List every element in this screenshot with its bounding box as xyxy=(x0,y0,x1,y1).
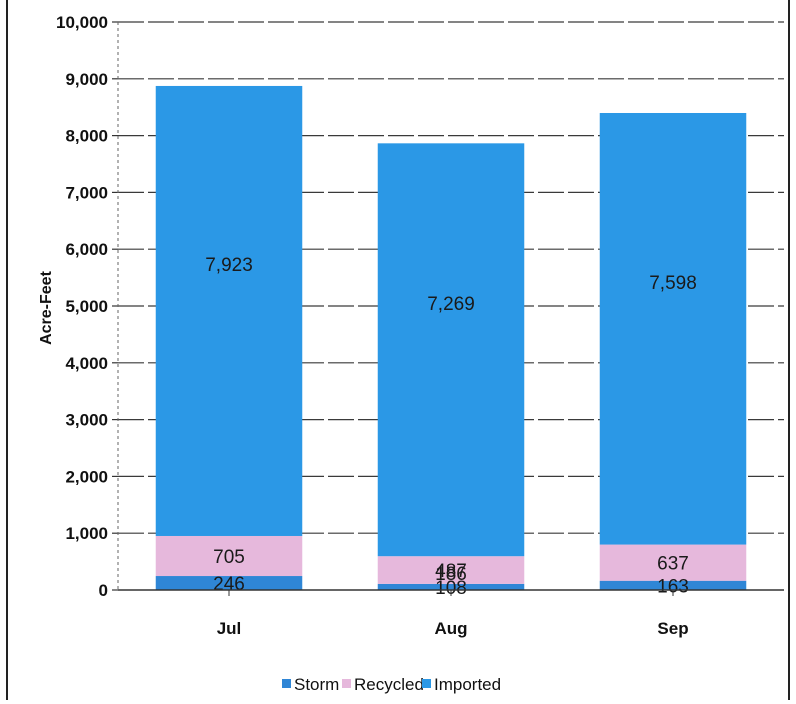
y-tick-label: 4,000 xyxy=(65,354,108,373)
y-tick-label: 6,000 xyxy=(65,240,108,259)
x-axis-categories: Jul Aug Sep xyxy=(217,590,689,638)
y-axis-ticks: 0 1,000 2,000 3,000 4,000 5,000 6,000 7,000 8,00… xyxy=(56,13,118,600)
y-tick-label: 1,000 xyxy=(65,524,108,543)
y-tick-label: 2,000 xyxy=(65,467,108,486)
chart-frame xyxy=(6,0,790,700)
legend-swatch xyxy=(342,679,351,688)
data-label: 108 xyxy=(435,578,467,599)
bar-segment-imported xyxy=(599,112,747,545)
data-label: 7,598 xyxy=(649,273,697,294)
data-label: 705 xyxy=(213,547,245,568)
bar-segment-recycled xyxy=(155,535,303,577)
bar-segment-storm xyxy=(377,583,525,590)
data-label: 7,923 xyxy=(205,255,253,276)
x-category-label: Sep xyxy=(657,619,688,638)
x-category-label: Aug xyxy=(434,619,467,638)
bar-segment-recycled xyxy=(377,556,525,584)
data-label: 637 xyxy=(657,554,689,575)
y-tick-label: 3,000 xyxy=(65,411,108,430)
legend-label: Storm xyxy=(294,675,339,694)
legend-label: Imported xyxy=(434,675,501,694)
bars xyxy=(155,85,747,590)
data-label-extra: 186 xyxy=(435,564,467,585)
y-tick-label: 9,000 xyxy=(65,70,108,89)
x-category-label: Jul xyxy=(217,619,242,638)
data-label: 487 xyxy=(435,561,467,582)
legend-swatch xyxy=(422,679,431,688)
bar-segment-storm xyxy=(155,576,303,590)
y-tick-label: 10,000 xyxy=(56,13,108,32)
y-tick-label: 0 xyxy=(99,581,108,600)
bar-segment-imported xyxy=(155,85,303,536)
bar-segment-imported xyxy=(377,143,525,557)
y-axis-title: Acre-Feet xyxy=(38,270,55,344)
y-tick-label: 8,000 xyxy=(65,127,108,146)
data-label: 7,269 xyxy=(427,294,475,315)
y-tick-label: 7,000 xyxy=(65,183,108,202)
bar-segment-recycled xyxy=(599,544,747,581)
bar-segment-storm xyxy=(599,580,747,590)
y-tick-label: 5,000 xyxy=(65,297,108,316)
legend-label: Recycled xyxy=(354,675,424,694)
legend-swatch xyxy=(282,679,291,688)
legend: Storm Recycled Imported xyxy=(282,675,501,694)
data-label: 163 xyxy=(657,576,689,597)
